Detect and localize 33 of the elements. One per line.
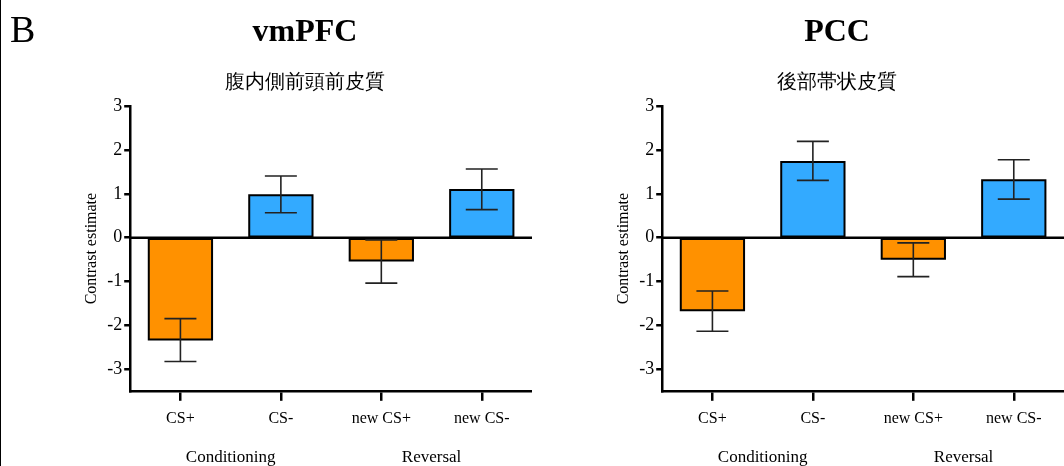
x-tick-label: new CS-: [985, 408, 1042, 426]
y-tick-label: -1: [639, 270, 655, 291]
y-tick-label: -2: [107, 313, 123, 334]
x-tick-label: CS+: [698, 408, 727, 426]
y-axis-title: Contrast estimate: [81, 192, 99, 305]
y-tick-label: 1: [645, 182, 655, 203]
y-tick-label: -2: [639, 313, 655, 334]
y-tick-label: 0: [113, 226, 123, 247]
text: B: [10, 7, 36, 50]
chart-subtitle: 後部帯状皮質: [777, 69, 897, 92]
x-tick-label: new CS+: [883, 408, 943, 426]
y-tick-label: 2: [113, 138, 123, 159]
chart-title: vmPFC: [252, 12, 358, 49]
x-tick-label: new CS-: [453, 408, 510, 426]
y-tick-label: 1: [113, 182, 123, 203]
y-tick-label: -1: [107, 270, 123, 291]
chart-subtitle: 腹内側前頭前皮質: [225, 69, 385, 92]
text: Reversal: [401, 447, 462, 466]
y-tick-label: -3: [639, 357, 655, 378]
text: Reversal: [933, 447, 994, 466]
chart-title: PCC: [804, 12, 870, 49]
x-tick-label: new CS+: [351, 408, 411, 426]
x-tick-label: CS-: [800, 408, 826, 426]
x-tick-label: CS-: [268, 408, 294, 426]
y-tick-label: 2: [645, 138, 655, 159]
y-tick-label: 3: [645, 95, 655, 116]
text: Conditioning: [185, 447, 277, 466]
y-tick-label: 3: [113, 95, 123, 116]
x-tick-label: CS+: [166, 408, 195, 426]
y-tick-label: -3: [107, 357, 123, 378]
y-axis-title: Contrast estimate: [613, 192, 631, 305]
text: Conditioning: [717, 447, 809, 466]
y-tick-label: 0: [645, 226, 655, 247]
